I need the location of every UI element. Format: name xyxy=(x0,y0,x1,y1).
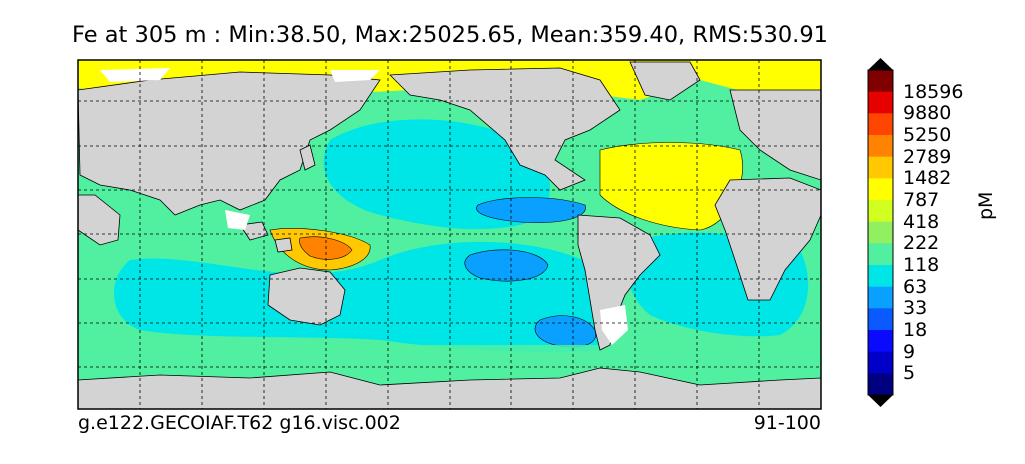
south-pacific-blue-2 xyxy=(534,315,597,348)
south-pacific-blue-1 xyxy=(464,249,549,282)
colorbar-swatch xyxy=(868,70,893,93)
colorbar-swatch xyxy=(868,200,893,223)
map-frame xyxy=(77,59,822,410)
colorbar-swatch xyxy=(868,265,893,288)
colorbar-over-arrow xyxy=(868,58,893,70)
colorbar-tick-label: 418 xyxy=(903,210,940,233)
colorbar-tick-label: 2789 xyxy=(903,145,952,168)
colorbar-swatch xyxy=(868,221,893,244)
case-name: g.e122.GECOIAF.T62 g16.visc.002 xyxy=(78,412,401,434)
colorbar-tick-label: 5250 xyxy=(903,124,952,146)
colorbar-tick-label: 787 xyxy=(903,189,940,211)
colorbar-swatch xyxy=(868,330,893,353)
colorbar-frame xyxy=(867,69,894,396)
colorbar-swatch xyxy=(868,178,893,201)
colorbar-swatch xyxy=(868,91,893,114)
colorbar-under-arrow xyxy=(868,395,893,407)
colorbar-tick-label: 1482 xyxy=(903,167,952,190)
colorbar-tick-label: 33 xyxy=(903,297,928,320)
colorbar xyxy=(867,58,894,407)
colorbar-swatch xyxy=(868,373,893,396)
colorbar-swatch xyxy=(868,308,893,331)
colorbar-tick-label: 18 xyxy=(903,319,928,341)
colorbar-swatch xyxy=(868,156,893,179)
colorbar-swatch xyxy=(868,243,893,266)
colorbar-tick-label: 222 xyxy=(903,232,940,255)
colorbar-tick-label: 63 xyxy=(903,275,928,298)
colorbar-tick-label: 18596 xyxy=(903,80,964,103)
graticule xyxy=(78,60,821,409)
colorbar-swatch xyxy=(868,113,893,136)
colorbar-swatch xyxy=(868,351,893,374)
year-range: 91-100 xyxy=(753,412,821,434)
sea-ice xyxy=(100,68,628,345)
colorbar-tick-label: 9880 xyxy=(903,102,952,125)
colorbar-tick-label: 118 xyxy=(903,254,940,276)
colorbar-swatch xyxy=(868,135,893,158)
colorbar-unit: pM xyxy=(975,191,997,220)
colorbar-tick-label: 5 xyxy=(903,362,916,385)
colorbar-swatch xyxy=(868,286,893,309)
colorbar-tick-label: 9 xyxy=(903,340,916,363)
plot-title: Fe at 305 m : Min:38.50, Max:25025.65, M… xyxy=(72,22,828,48)
